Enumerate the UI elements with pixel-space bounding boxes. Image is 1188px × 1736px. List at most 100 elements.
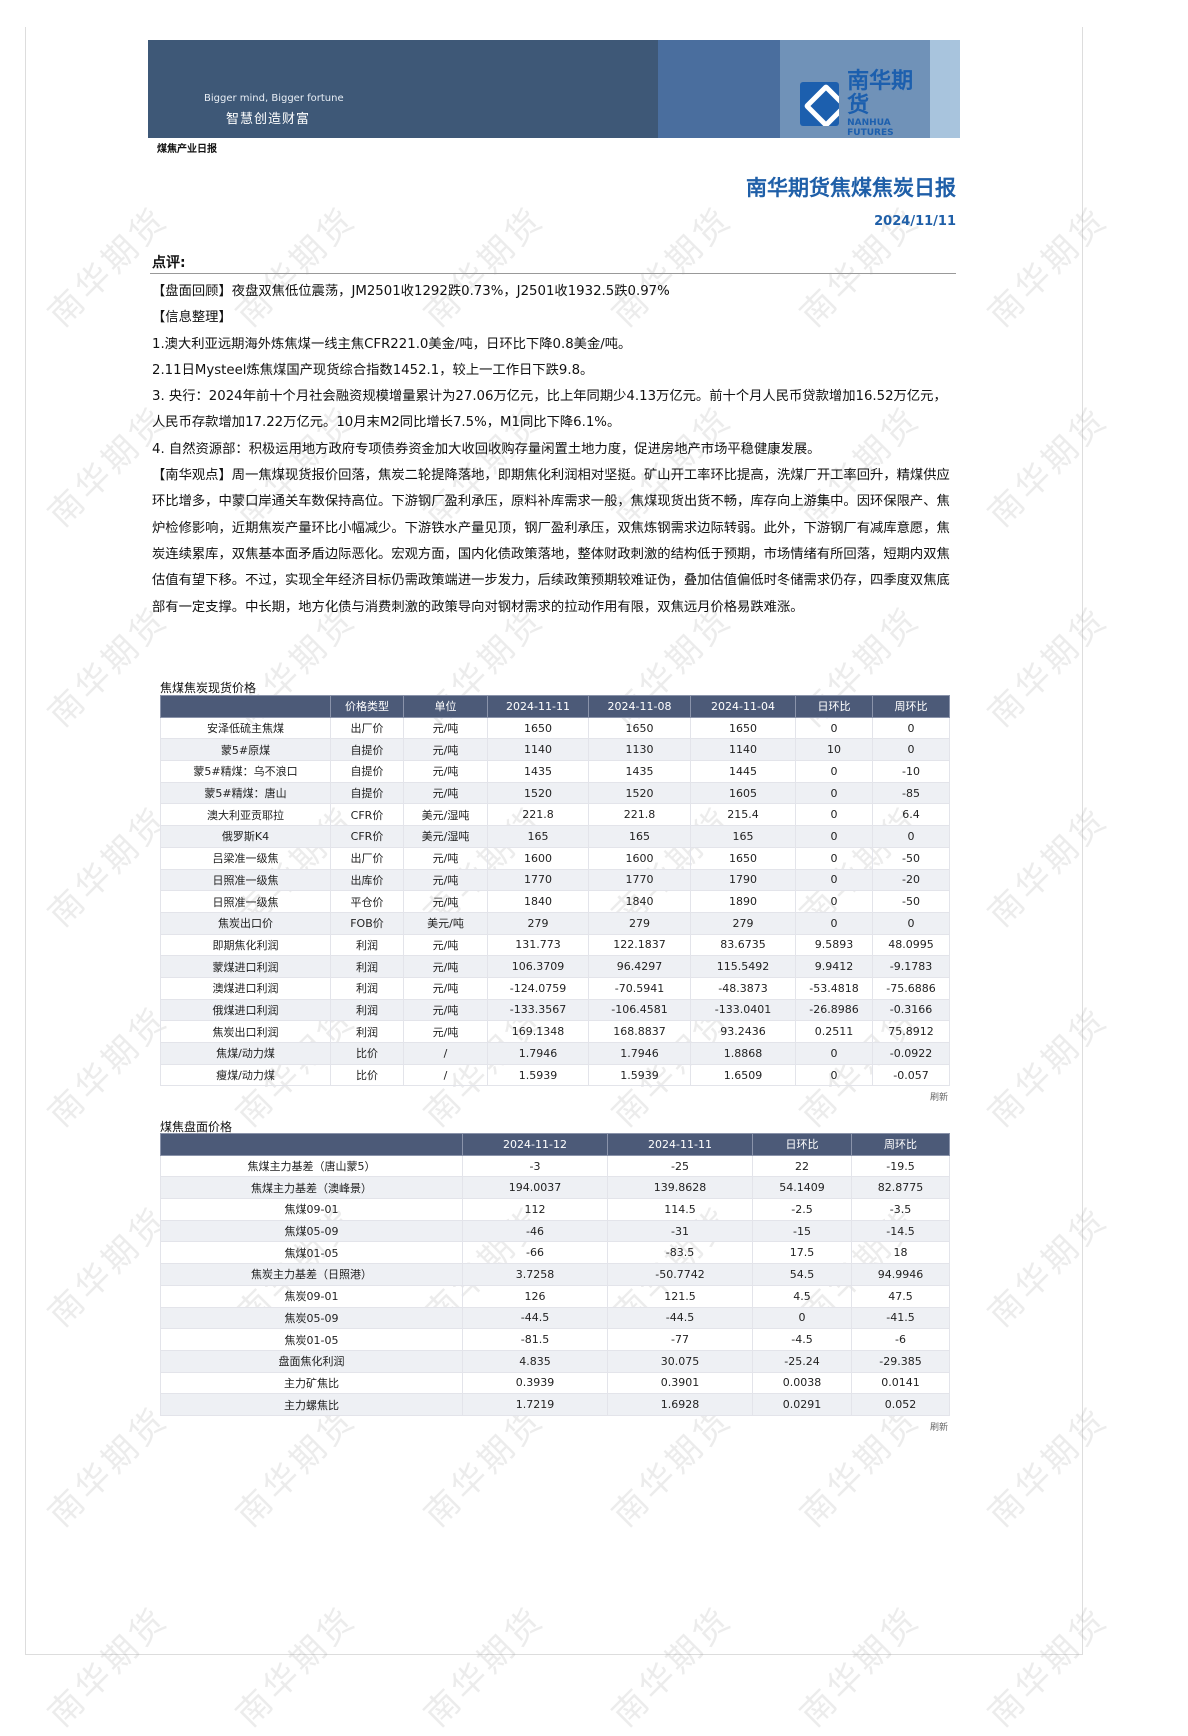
table-cell: 1520 <box>487 781 589 805</box>
report-title: 南华期货焦煤焦炭日报 <box>746 176 956 200</box>
table-cell: -70.5941 <box>588 976 691 1000</box>
table-cell: 1.7219 <box>462 1393 608 1416</box>
table-cell: -0.057 <box>872 1063 950 1087</box>
column-header: 价格类型 <box>330 695 404 718</box>
row-label: 蒙5#原煤 <box>160 738 331 762</box>
column-header: 周环比 <box>851 1133 950 1156</box>
row-label: 瘦煤/动力煤 <box>160 1063 331 1087</box>
table-cell: -6 <box>851 1328 950 1351</box>
table-cell: 1.6928 <box>607 1393 753 1416</box>
table-cell: 0.3901 <box>607 1371 753 1395</box>
table-cell: -53.4818 <box>795 976 873 1000</box>
table-row: 焦炭主力基差（日照港） 3.7258 -50.7742 54.5 94.9946 <box>160 1263 950 1286</box>
column-header: 2024-11-04 <box>690 695 796 718</box>
row-label: 主力矿焦比 <box>160 1371 463 1395</box>
table-cell: 比价 <box>330 1042 404 1065</box>
futures-table-caption: 煤焦盘面价格 <box>160 1120 233 1134</box>
table-cell: FOB价 <box>330 911 404 935</box>
column-header: 2024-11-08 <box>588 695 691 718</box>
logo-mark-icon <box>800 82 840 126</box>
spot-refresh-link[interactable]: 刷新 <box>930 1093 949 1103</box>
table-cell: / <box>403 1063 488 1087</box>
table-cell: 元/吨 <box>403 998 488 1022</box>
column-header: 周环比 <box>872 695 950 718</box>
table-cell: -85 <box>872 781 950 805</box>
table-cell: -15 <box>752 1219 852 1243</box>
table-cell: 30.075 <box>607 1349 753 1373</box>
table-cell: 1790 <box>690 868 796 892</box>
table-row: 主力矿焦比 0.3939 0.3901 0.0038 0.0141 <box>160 1371 950 1395</box>
table-row: 日照准一级焦 出库价 元/吨 1770 1770 1790 0 -20 <box>160 868 950 892</box>
table-cell: 9.9412 <box>795 955 873 978</box>
table-row: 焦煤主力基差（唐山蒙5） -3 -25 22 -19.5 <box>160 1154 950 1178</box>
table-cell: -48.3873 <box>690 976 796 1000</box>
row-label: 蒙5#精煤：唐山 <box>160 781 331 805</box>
table-cell: 221.8 <box>588 803 691 827</box>
table-cell: 75.8912 <box>872 1020 950 1043</box>
table-cell: -25 <box>607 1154 753 1178</box>
row-label: 日照准一级焦 <box>160 890 331 913</box>
table-cell: 122.1837 <box>588 933 691 957</box>
row-label: 澳大利亚贡耶拉 <box>160 803 331 827</box>
table-cell: -124.0759 <box>487 976 589 1000</box>
table-cell: 279 <box>588 911 691 935</box>
table-cell: -25.24 <box>752 1349 852 1373</box>
table-cell: 0 <box>795 825 873 848</box>
table-cell: 115.5492 <box>690 955 796 978</box>
row-label: 焦炭出口利润 <box>160 1020 331 1043</box>
table-cell: 1435 <box>487 760 589 783</box>
row-label: 俄煤进口利润 <box>160 998 331 1022</box>
table-row: 焦煤主力基差（澳峰景） 194.0037 139.8628 54.1409 82.877… <box>160 1176 950 1200</box>
table-cell: 1650 <box>487 716 589 740</box>
table-cell: 96.4297 <box>588 955 691 978</box>
table-cell: 元/吨 <box>403 846 488 870</box>
table-cell: 4.5 <box>752 1284 852 1308</box>
table-cell: 1600 <box>487 846 589 870</box>
table-cell: -50 <box>872 846 950 870</box>
divider <box>150 273 956 274</box>
slogan-en: Bigger mind, Bigger fortune <box>204 93 344 104</box>
table-cell: 利润 <box>330 955 404 978</box>
table-cell: 131.773 <box>487 933 589 957</box>
table-cell: 1445 <box>690 760 796 783</box>
table-cell: 0 <box>795 868 873 892</box>
table-cell: 元/吨 <box>403 955 488 978</box>
table-cell: 0.052 <box>851 1393 950 1416</box>
table-cell: 121.5 <box>607 1284 753 1308</box>
table-cell: 165 <box>588 825 691 848</box>
row-label: 焦炭主力基差（日照港） <box>160 1263 463 1286</box>
table-cell: 165 <box>487 825 589 848</box>
table-cell: 0.3939 <box>462 1371 608 1395</box>
table-cell: 1.5939 <box>487 1063 589 1087</box>
table-cell: 1140 <box>487 738 589 762</box>
table-cell: -26.8986 <box>795 998 873 1022</box>
table-cell: CFR价 <box>330 803 404 827</box>
table-cell: 279 <box>487 911 589 935</box>
table-cell: -44.5 <box>607 1306 753 1330</box>
table-cell: -3.5 <box>851 1198 950 1221</box>
futures-refresh-link[interactable]: 刷新 <box>930 1423 949 1433</box>
row-label: 即期焦化利润 <box>160 933 331 957</box>
table-cell: 0 <box>752 1306 852 1330</box>
table-cell: 美元/湿吨 <box>403 825 488 848</box>
table-cell: 元/吨 <box>403 781 488 805</box>
table-cell: 美元/湿吨 <box>403 803 488 827</box>
paragraph: 【南华观点】周一焦煤现货报价回落，焦炭二轮提降落地，即期焦化利润相对坚挺。矿山开… <box>152 468 950 615</box>
table-cell: -50 <box>872 890 950 913</box>
table-row: 主力螺焦比 1.7219 1.6928 0.0291 0.052 <box>160 1393 950 1416</box>
table-cell: 利润 <box>330 998 404 1022</box>
table-cell: 0 <box>872 716 950 740</box>
table-cell: 1650 <box>690 716 796 740</box>
table-cell: 6.4 <box>872 803 950 827</box>
table-cell: 元/吨 <box>403 976 488 1000</box>
table-row: 吕梁准一级焦 出厂价 元/吨 1600 1600 1650 0 -50 <box>160 846 950 870</box>
table-cell: 0 <box>795 781 873 805</box>
table-cell: -44.5 <box>462 1306 608 1330</box>
table-cell: 165 <box>690 825 796 848</box>
table-cell: 4.835 <box>462 1349 608 1373</box>
table-cell: -133.3567 <box>487 998 589 1022</box>
table-row: 瘦煤/动力煤 比价/1.5939 1.5939 1.6509 0 -0.057 <box>160 1063 950 1087</box>
table-cell: 0 <box>872 911 950 935</box>
table-cell: 0 <box>872 738 950 762</box>
table-cell: 18 <box>851 1241 950 1265</box>
